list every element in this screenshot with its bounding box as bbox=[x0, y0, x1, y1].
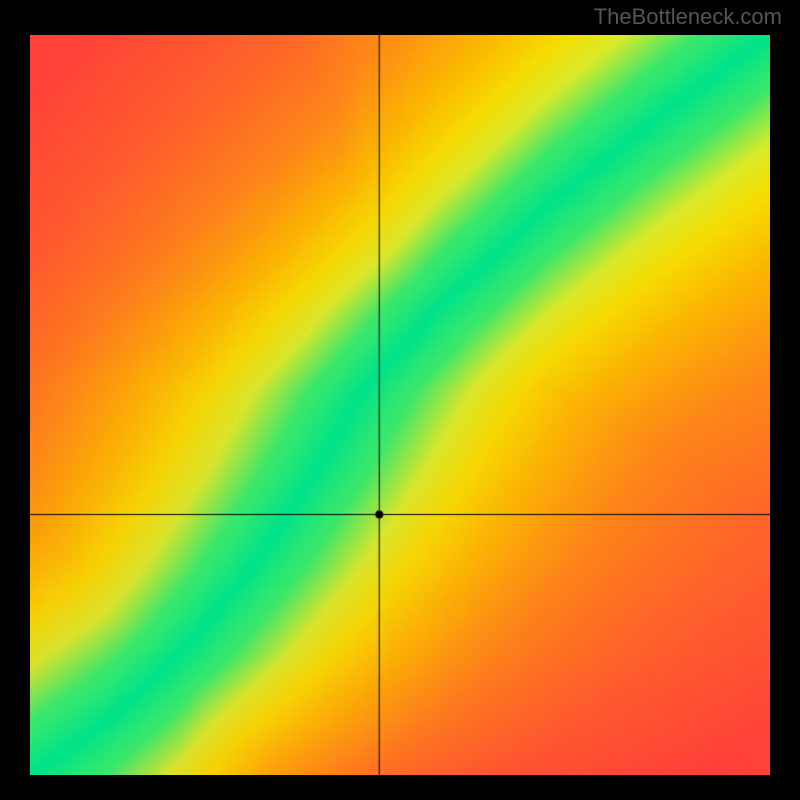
chart-container: TheBottleneck.com bbox=[0, 0, 800, 800]
bottleneck-heatmap bbox=[30, 35, 770, 775]
watermark-text: TheBottleneck.com bbox=[594, 4, 782, 30]
